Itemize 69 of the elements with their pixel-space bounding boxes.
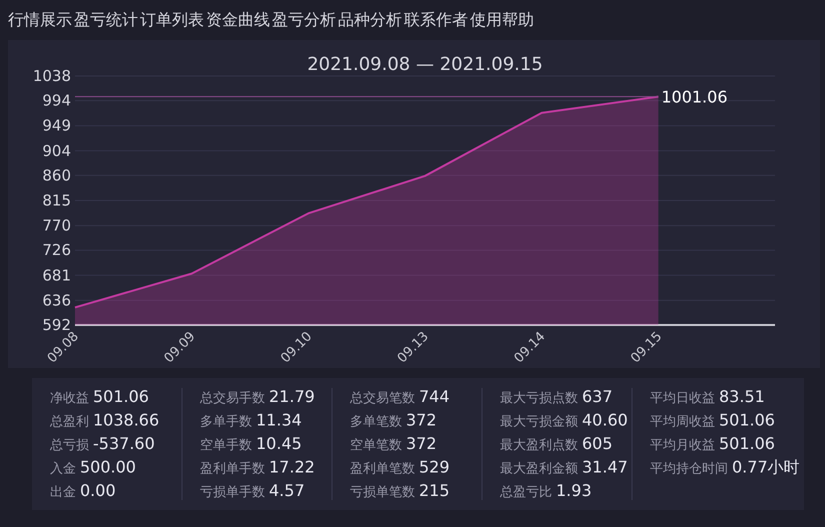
text: 多单笔数	[350, 414, 402, 430]
y-tick-label: 904	[42, 142, 71, 160]
text: 605	[582, 434, 613, 453]
text: 盈利单笔数	[350, 462, 415, 476]
text: 83.51	[719, 387, 765, 406]
text: 行情展示	[8, 10, 72, 29]
text: 品种分析	[338, 10, 402, 29]
y-tick-label: 592	[42, 316, 71, 334]
text: 总交易手数	[199, 390, 265, 406]
text: 盈利单手数	[200, 462, 265, 476]
text: 最大盈利金额	[500, 462, 578, 476]
text: 联系作者	[404, 10, 468, 29]
y-tick-label: 681	[42, 266, 71, 284]
text: 总盈亏比	[499, 485, 552, 500]
text: 平均周收益	[650, 414, 715, 430]
text: 最大亏损点数	[500, 391, 578, 406]
text: 4.57	[269, 481, 305, 500]
text: 亏损单笔数	[350, 485, 415, 500]
text: 空单笔数	[350, 438, 402, 453]
y-tick-label: 636	[42, 291, 71, 310]
text: 多单手数	[200, 414, 252, 430]
text: 744	[419, 387, 450, 406]
text: 总交易笔数	[349, 390, 415, 406]
text: 最大亏损金额	[500, 414, 578, 430]
text: 平均持仓时间	[650, 462, 728, 476]
text: 637	[582, 387, 613, 406]
text: 40.60	[582, 410, 628, 430]
text: 平均日收益	[650, 391, 715, 406]
text: 31.47	[582, 458, 628, 476]
y-tick-label: 1038	[32, 67, 71, 85]
text: 总盈利	[49, 414, 89, 430]
text: 最大盈利点数	[500, 438, 578, 453]
text: 使用帮助	[470, 10, 534, 29]
text: 1038.66	[93, 410, 160, 430]
text: 372	[406, 434, 437, 453]
y-tick-label: 949	[42, 116, 71, 135]
text: 订单列表	[140, 10, 204, 29]
text: 10.45	[256, 434, 302, 453]
text: 501.06	[93, 387, 149, 406]
text: 1.93	[556, 481, 592, 500]
y-tick-label: 770	[42, 216, 71, 235]
text: 入金	[50, 462, 76, 476]
text: 11.34	[256, 410, 302, 430]
text: 501.06	[719, 410, 775, 430]
text: 净收益	[50, 391, 89, 406]
text: 0.00	[80, 481, 116, 500]
text: 372	[406, 410, 437, 430]
text: 0.77小时	[732, 458, 800, 476]
ref-line-label: 1001.06	[661, 88, 728, 107]
y-tick-label: 815	[42, 192, 71, 210]
text: 空单手数	[200, 438, 252, 453]
text: 亏损单手数	[200, 485, 265, 500]
text: 盈亏分析	[272, 10, 336, 29]
text: 资金曲线	[206, 10, 270, 29]
chart-title: 2021.09.08 — 2021.09.15	[307, 54, 543, 75]
text: 529	[419, 458, 450, 476]
y-tick-label: 860	[42, 166, 71, 184]
y-tick-label: 994	[42, 92, 71, 110]
text: 501.06	[719, 434, 775, 453]
text: 215	[419, 481, 450, 500]
text: 出金	[50, 485, 76, 500]
text: 21.79	[269, 387, 315, 406]
text: -537.60	[93, 434, 155, 453]
text: 平均月收益	[650, 438, 715, 453]
text: 盈亏统计	[74, 10, 138, 29]
y-tick-label: 726	[42, 241, 71, 260]
text: 500.00	[80, 458, 136, 476]
text: 总亏损	[49, 438, 89, 453]
text: 17.22	[269, 458, 315, 476]
